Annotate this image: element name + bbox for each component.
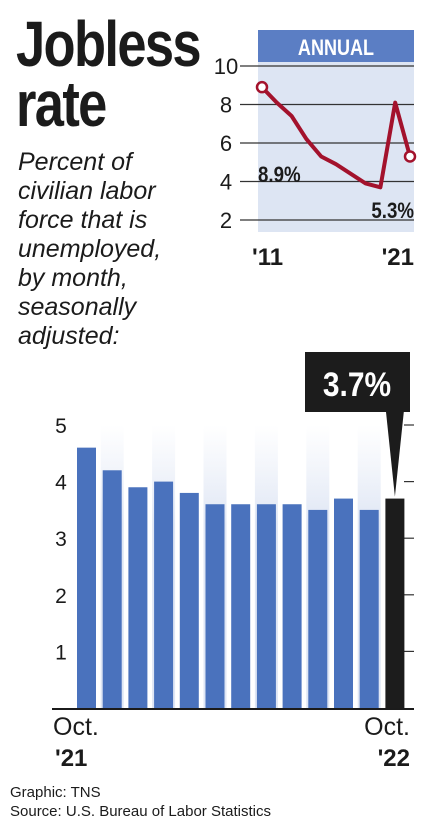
annual-line-chart: ANNUAL 2 4 6 8 10 8.9% 5.3% '11 '21 — [214, 30, 417, 271]
annual-last-point-label: 5.3% — [371, 200, 414, 224]
annual-point-last — [403, 150, 417, 163]
annual-panel-title: ANNUAL — [298, 36, 374, 60]
monthly-bar-highlight — [385, 498, 405, 708]
annual-y-tick-label: 8 — [220, 93, 232, 118]
monthly-x-label-first-year: '21 — [55, 745, 87, 772]
annual-y-tick-label: 10 — [214, 54, 238, 79]
monthly-bar — [282, 504, 302, 708]
monthly-bar — [179, 492, 199, 708]
credits: Graphic: TNS Source: U.S. Bureau of Labo… — [10, 783, 271, 821]
monthly-bar — [308, 509, 328, 708]
annual-y-tick-label: 2 — [220, 208, 232, 233]
monthly-callout-pointer — [385, 411, 404, 497]
monthly-y-tick-label: 2 — [55, 585, 67, 608]
monthly-bar — [154, 481, 174, 708]
annual-y-tick-label: 6 — [220, 131, 232, 156]
chart-subtitle: Percent of civilian labor force that is … — [18, 148, 162, 350]
monthly-bar — [128, 487, 148, 708]
monthly-bar — [334, 498, 353, 708]
source-credit: Source: U.S. Bureau of Labor Statistics — [10, 803, 271, 820]
monthly-y-tick-label: 5 — [55, 415, 67, 438]
monthly-x-label-last-month: Oct. — [364, 713, 410, 741]
monthly-x-label-first-month: Oct. — [53, 713, 99, 741]
monthly-y-tick-label: 3 — [55, 528, 67, 551]
monthly-bar — [102, 470, 122, 708]
annual-x-tick-label-last: '21 — [382, 244, 414, 271]
monthly-callout-label: 3.7% — [323, 365, 391, 403]
annual-series-line — [260, 85, 412, 190]
monthly-bar — [256, 504, 276, 708]
annual-panel-bg — [258, 30, 414, 232]
annual-y-tick-label: 4 — [220, 170, 232, 195]
monthly-y-tick-label: 1 — [55, 641, 67, 664]
monthly-bar — [77, 447, 96, 708]
monthly-y-tick-label: 4 — [55, 472, 67, 495]
monthly-callout-box — [305, 352, 410, 412]
monthly-x-label-last-year: '22 — [378, 745, 410, 772]
monthly-bar — [359, 509, 379, 708]
monthly-bar — [231, 504, 251, 708]
annual-first-point-label: 8.9% — [258, 164, 301, 188]
annual-point-first — [255, 80, 269, 94]
annual-x-tick-label-first: '11 — [252, 244, 283, 271]
monthly-bar-chart: 1 2 3 4 5 3.7% Oct. '21 Oct. '22 — [52, 352, 414, 772]
monthly-bar — [205, 504, 225, 708]
chart-title: Jobless rate — [16, 8, 202, 140]
graphic-credit: Graphic: TNS — [10, 784, 101, 801]
annual-panel-header — [258, 30, 414, 62]
